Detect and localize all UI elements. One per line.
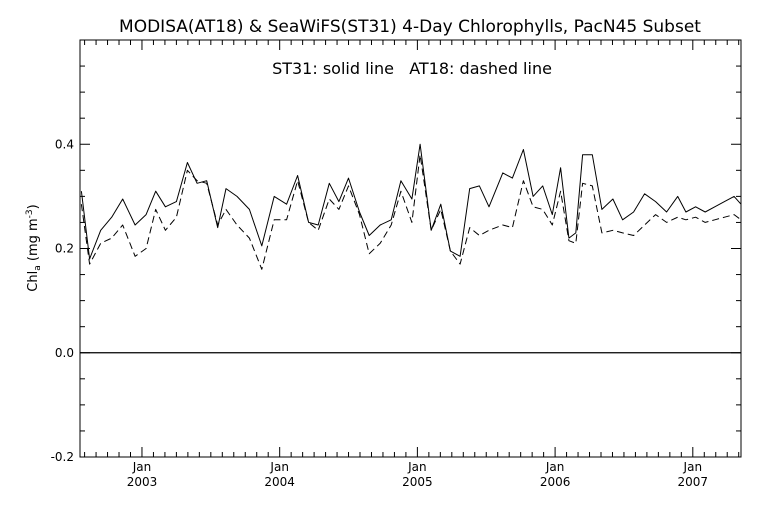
y-tick-label: 0.4 xyxy=(55,137,74,151)
y-axis-label-unit-close: ) xyxy=(26,204,41,209)
y-axis-label-main: Chl xyxy=(26,271,41,292)
y-axis: -0.2 0.0 0.2 0.4 xyxy=(51,39,741,464)
y-tick-label: -0.2 xyxy=(51,450,74,464)
x-tick-month-label: Jan xyxy=(269,460,289,474)
x-tick-year-label: 2007 xyxy=(678,475,709,489)
x-tick-year-label: 2004 xyxy=(264,475,295,489)
series-line-dashed xyxy=(80,154,742,270)
series-layer xyxy=(80,143,742,270)
x-tick-month-label: Jan xyxy=(132,460,152,474)
y-axis-label: Chla (mg m-3) xyxy=(25,204,43,291)
y-axis-label-exponent: -3 xyxy=(25,209,35,218)
x-tick-month-label: Jan xyxy=(407,460,427,474)
x-tick-year-label: 2005 xyxy=(402,475,433,489)
y-tick-label: 0.2 xyxy=(55,242,74,256)
x-tick-year-label: 2003 xyxy=(127,475,158,489)
y-tick-label: 0.0 xyxy=(55,346,74,360)
series-line-solid xyxy=(80,143,742,260)
x-tick-year-label: 2006 xyxy=(540,475,571,489)
y-axis-label-unit: (mg m xyxy=(26,218,41,265)
x-tick-month-label: Jan xyxy=(545,460,565,474)
y-axis-label-subscript: a xyxy=(33,265,43,271)
chart-title: MODISA(AT18) & SeaWiFS(ST31) 4-Day Chlor… xyxy=(119,17,701,37)
x-tick-month-label: Jan xyxy=(683,460,703,474)
plot-frame xyxy=(79,39,742,458)
series-style-note: ST31: solid line AT18: dashed line xyxy=(272,59,552,78)
